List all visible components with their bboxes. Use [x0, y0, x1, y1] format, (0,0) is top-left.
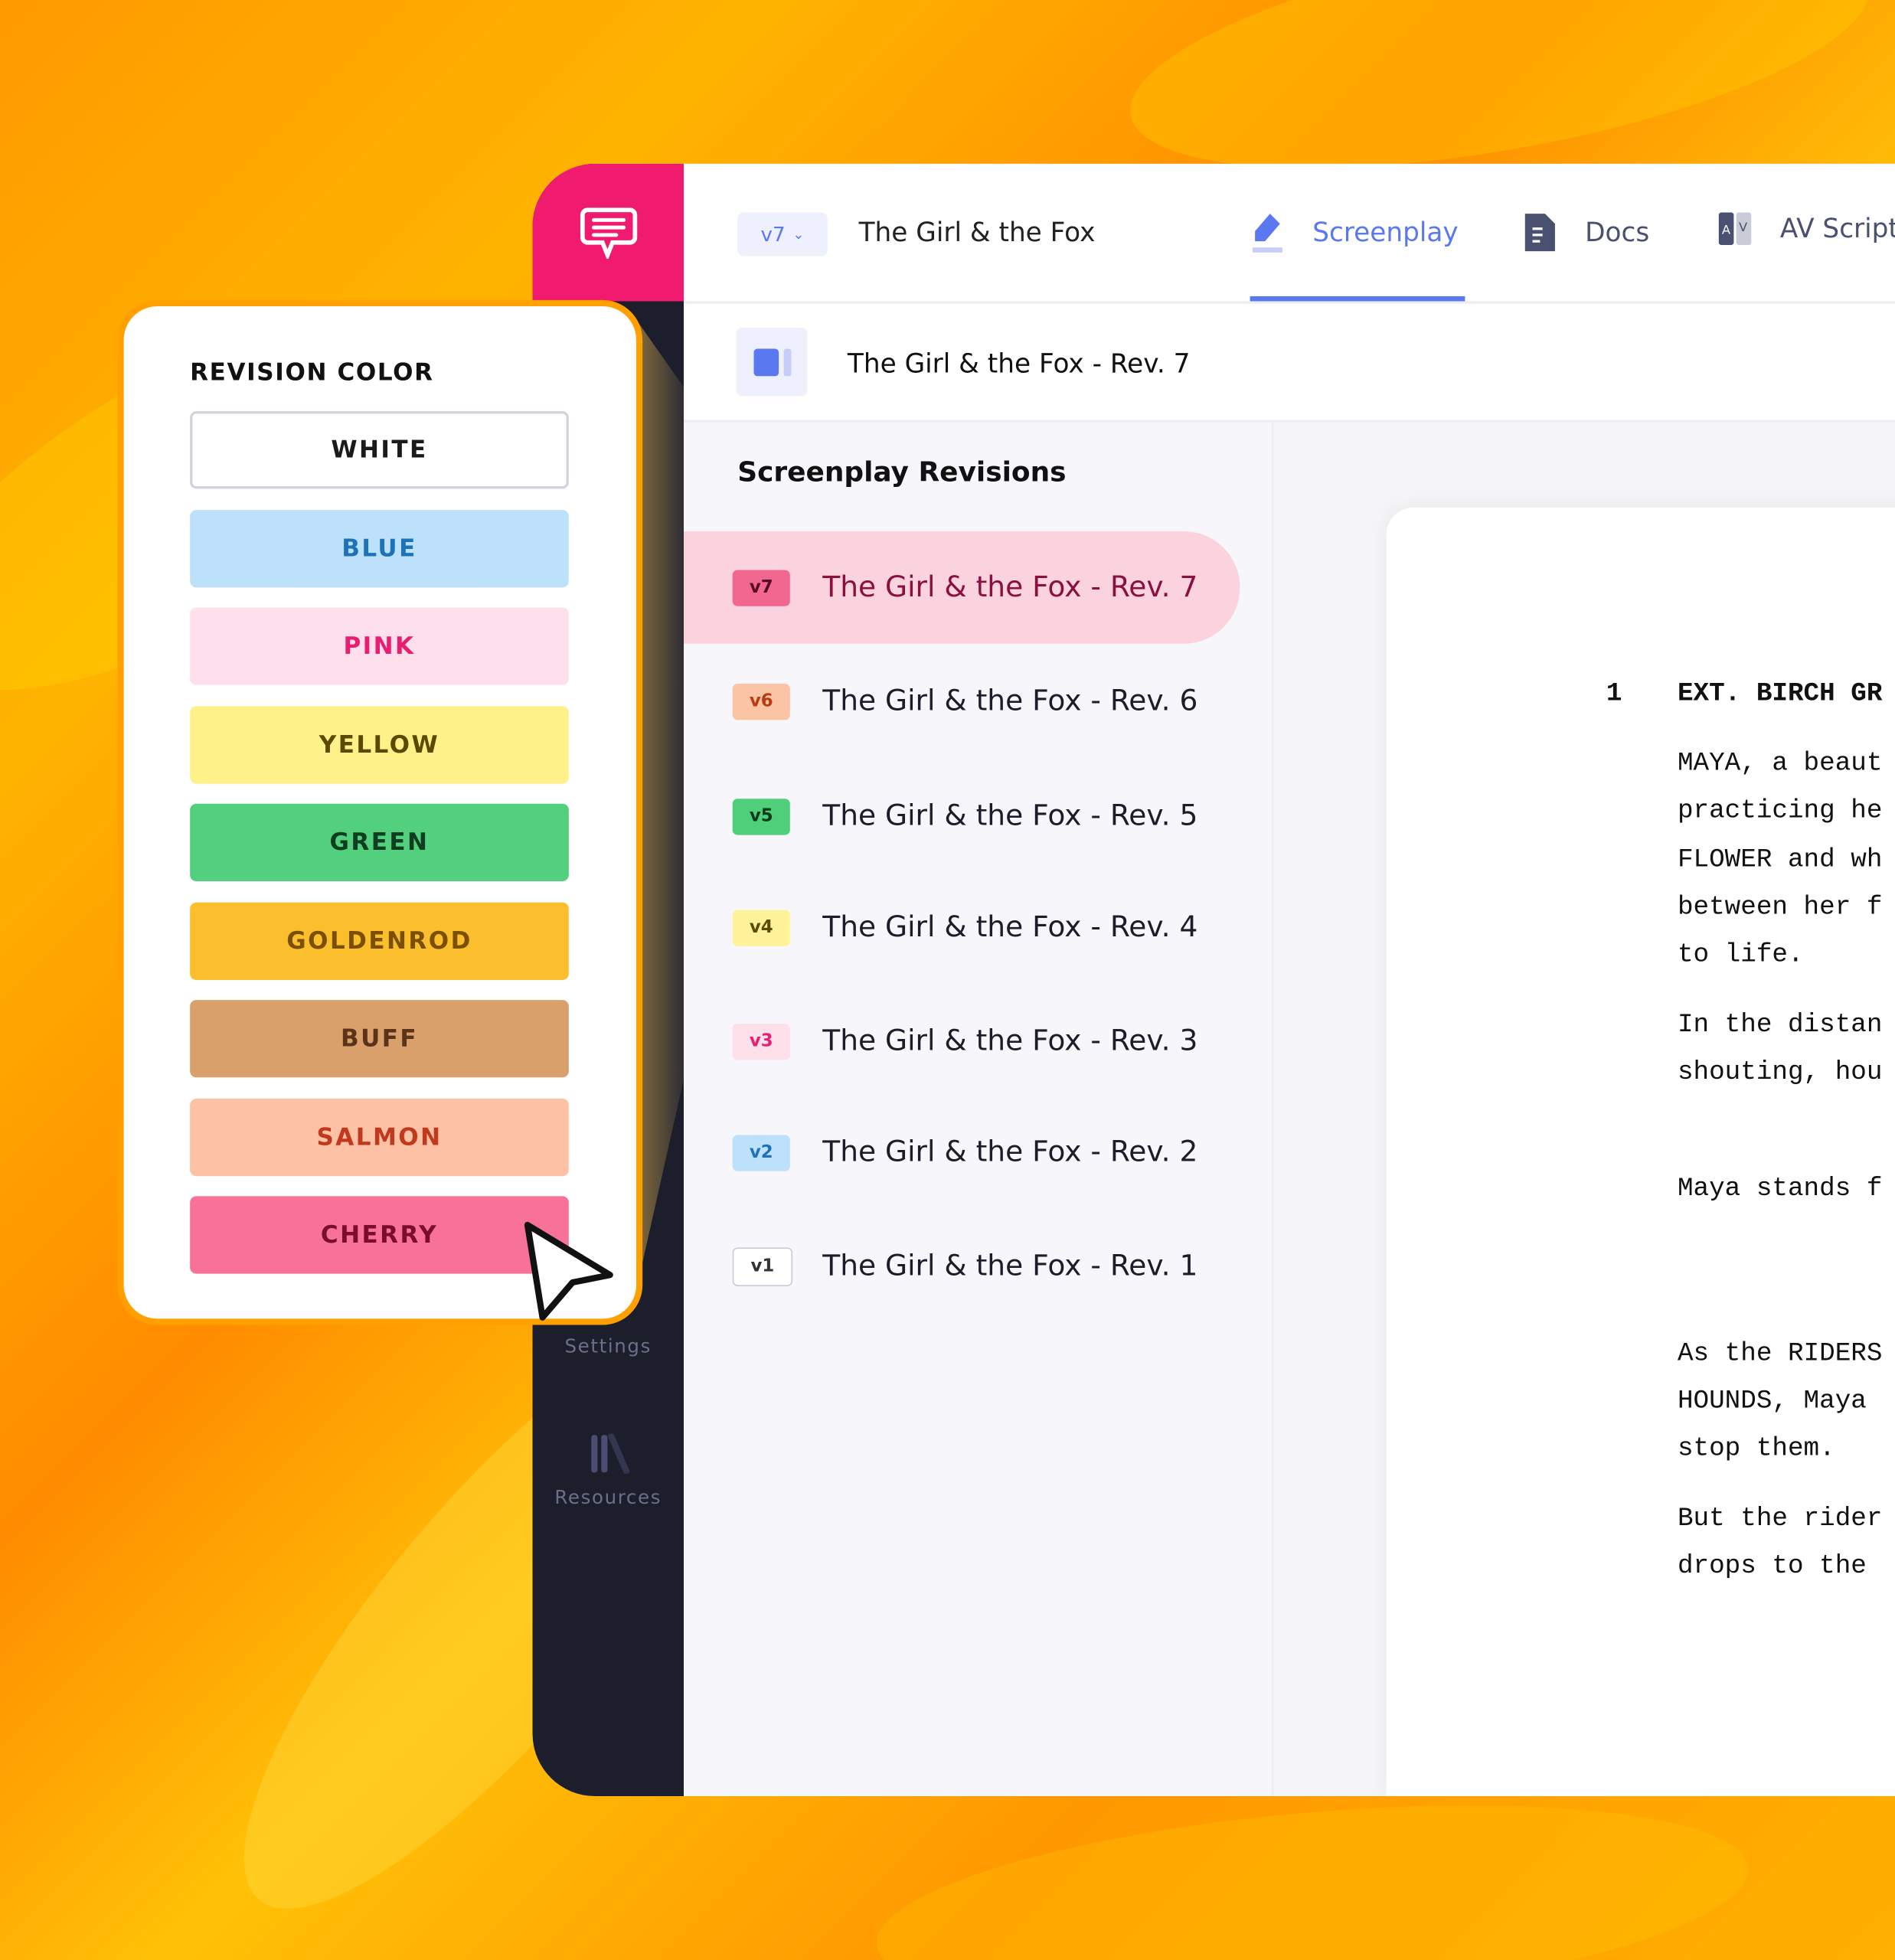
popover-title: REVISION COLOR — [190, 358, 434, 387]
revisions-heading: Screenplay Revisions — [737, 457, 1067, 489]
mouse-cursor-icon — [524, 1221, 613, 1321]
sidebar-item-resources[interactable]: Resources — [554, 1486, 662, 1509]
color-option-yellow[interactable]: YELLOW — [190, 705, 569, 783]
script-line: drops to the — [1677, 1552, 1867, 1582]
revision-label: The Girl & the Fox - Rev. 3 — [822, 1024, 1198, 1058]
script-line: But the rider — [1677, 1504, 1883, 1534]
tab-docs[interactable]: Docs — [1523, 211, 1650, 254]
pen-icon — [1252, 214, 1283, 253]
version-dropdown[interactable]: v7 ⌄ — [737, 212, 828, 256]
sidebar-item-settings[interactable]: Settings — [564, 1334, 652, 1358]
version-badge: v1 — [732, 1246, 793, 1286]
script-line: Maya stands f — [1677, 1174, 1883, 1204]
revision-row[interactable]: v4 The Girl & the Fox - Rev. 4 — [684, 871, 1240, 984]
books-icon — [591, 1433, 630, 1474]
script-line: In the distan — [1677, 1011, 1883, 1040]
color-option-white[interactable]: WHITE — [190, 411, 569, 489]
script-line: As the RIDERS — [1677, 1340, 1883, 1369]
script-line: MAYA, a beaut — [1677, 750, 1883, 779]
script-line: FLOWER and wh — [1677, 846, 1883, 875]
top-bar: v7 ⌄ The Girl & the Fox Screenplay Docs … — [684, 163, 1895, 304]
script-line: stop them. — [1677, 1435, 1835, 1464]
script-line: to life. — [1677, 941, 1804, 970]
revision-row[interactable]: v6 The Girl & the Fox - Rev. 6 — [684, 645, 1240, 757]
tab-label: Docs — [1585, 217, 1650, 248]
tab-screenplay[interactable]: Screenplay — [1250, 211, 1459, 254]
tab-label: AV Script — [1779, 214, 1895, 244]
chevron-down-icon: ⌄ — [792, 226, 805, 243]
version-badge: v7 — [732, 569, 790, 606]
revisions-panel: Screenplay Revisions v7 The Girl & the Fo… — [684, 422, 1274, 1797]
color-option-pink[interactable]: PINK — [190, 607, 569, 685]
revision-color-popover: REVISION COLOR WHITE BLUE PINK YELLOW GREEN G… — [117, 299, 643, 1325]
color-option-goldenrod[interactable]: GOLDENROD — [190, 901, 569, 980]
version-badge: v5 — [732, 798, 790, 835]
app-logo[interactable] — [532, 163, 684, 302]
color-option-blue[interactable]: BLUE — [190, 509, 569, 587]
color-option-salmon[interactable]: SALMON — [190, 1098, 569, 1176]
script-line: practicing he — [1677, 797, 1883, 827]
tab-label: Screenplay — [1312, 217, 1459, 248]
revision-row[interactable]: v7 The Girl & the Fox - Rev. 7 — [684, 531, 1240, 644]
document-title: The Girl & the Fox - Rev. 7 — [847, 348, 1191, 379]
script-line: EXT. BIRCH GR — [1677, 680, 1883, 709]
revision-row[interactable]: v5 The Girl & the Fox - Rev. 5 — [684, 760, 1240, 873]
revision-label: The Girl & the Fox - Rev. 6 — [822, 684, 1198, 718]
svg-text:V: V — [1739, 220, 1748, 234]
version-badge: v4 — [732, 909, 790, 946]
chat-bubble-icon — [580, 207, 637, 259]
version-badge: v2 — [732, 1134, 790, 1171]
project-title: The Girl & the Fox — [858, 217, 1096, 248]
revision-label: The Girl & the Fox - Rev. 7 — [822, 571, 1198, 604]
revision-label: The Girl & the Fox - Rev. 5 — [822, 799, 1198, 833]
document-bar: The Girl & the Fox - Rev. 7 — [684, 303, 1895, 423]
revision-label: The Girl & the Fox - Rev. 1 — [822, 1250, 1198, 1283]
version-badge: v6 — [732, 683, 790, 720]
scene-number: 1 — [1606, 680, 1622, 709]
script-line: shouting, hou — [1677, 1058, 1883, 1088]
version-badge: v3 — [732, 1023, 790, 1060]
script-line: HOUNDS, Maya — [1677, 1387, 1867, 1416]
version-label: v7 — [760, 222, 786, 247]
document-icon — [1524, 214, 1555, 252]
color-option-buff[interactable]: BUFF — [190, 1000, 569, 1078]
revision-row[interactable]: v1 The Girl & the Fox - Rev. 1 — [684, 1210, 1240, 1322]
color-option-green[interactable]: GREEN — [190, 803, 569, 881]
app-window: Settings Resources v7 ⌄ The Girl & the F… — [532, 163, 1895, 1797]
revision-row[interactable]: v2 The Girl & the Fox - Rev. 2 — [684, 1096, 1240, 1209]
svg-text:A: A — [1722, 222, 1731, 237]
color-option-cherry[interactable]: CHERRY — [190, 1196, 569, 1274]
script-page[interactable]: 1 EXT. BIRCH GR MAYA, a beaut practicing h… — [1386, 507, 1895, 1797]
revision-row[interactable]: v3 The Girl & the Fox - Rev. 3 — [684, 985, 1240, 1097]
panel-toggle-button[interactable] — [736, 327, 808, 397]
script-line: between her f — [1677, 893, 1883, 923]
active-tab-indicator — [1250, 296, 1465, 302]
revision-label: The Girl & the Fox - Rev. 2 — [822, 1136, 1198, 1169]
revision-label: The Girl & the Fox - Rev. 4 — [822, 911, 1198, 944]
split-view-icon — [753, 348, 792, 377]
script-area: 1 EXT. BIRCH GR MAYA, a beaut practicing h… — [1273, 422, 1895, 1797]
